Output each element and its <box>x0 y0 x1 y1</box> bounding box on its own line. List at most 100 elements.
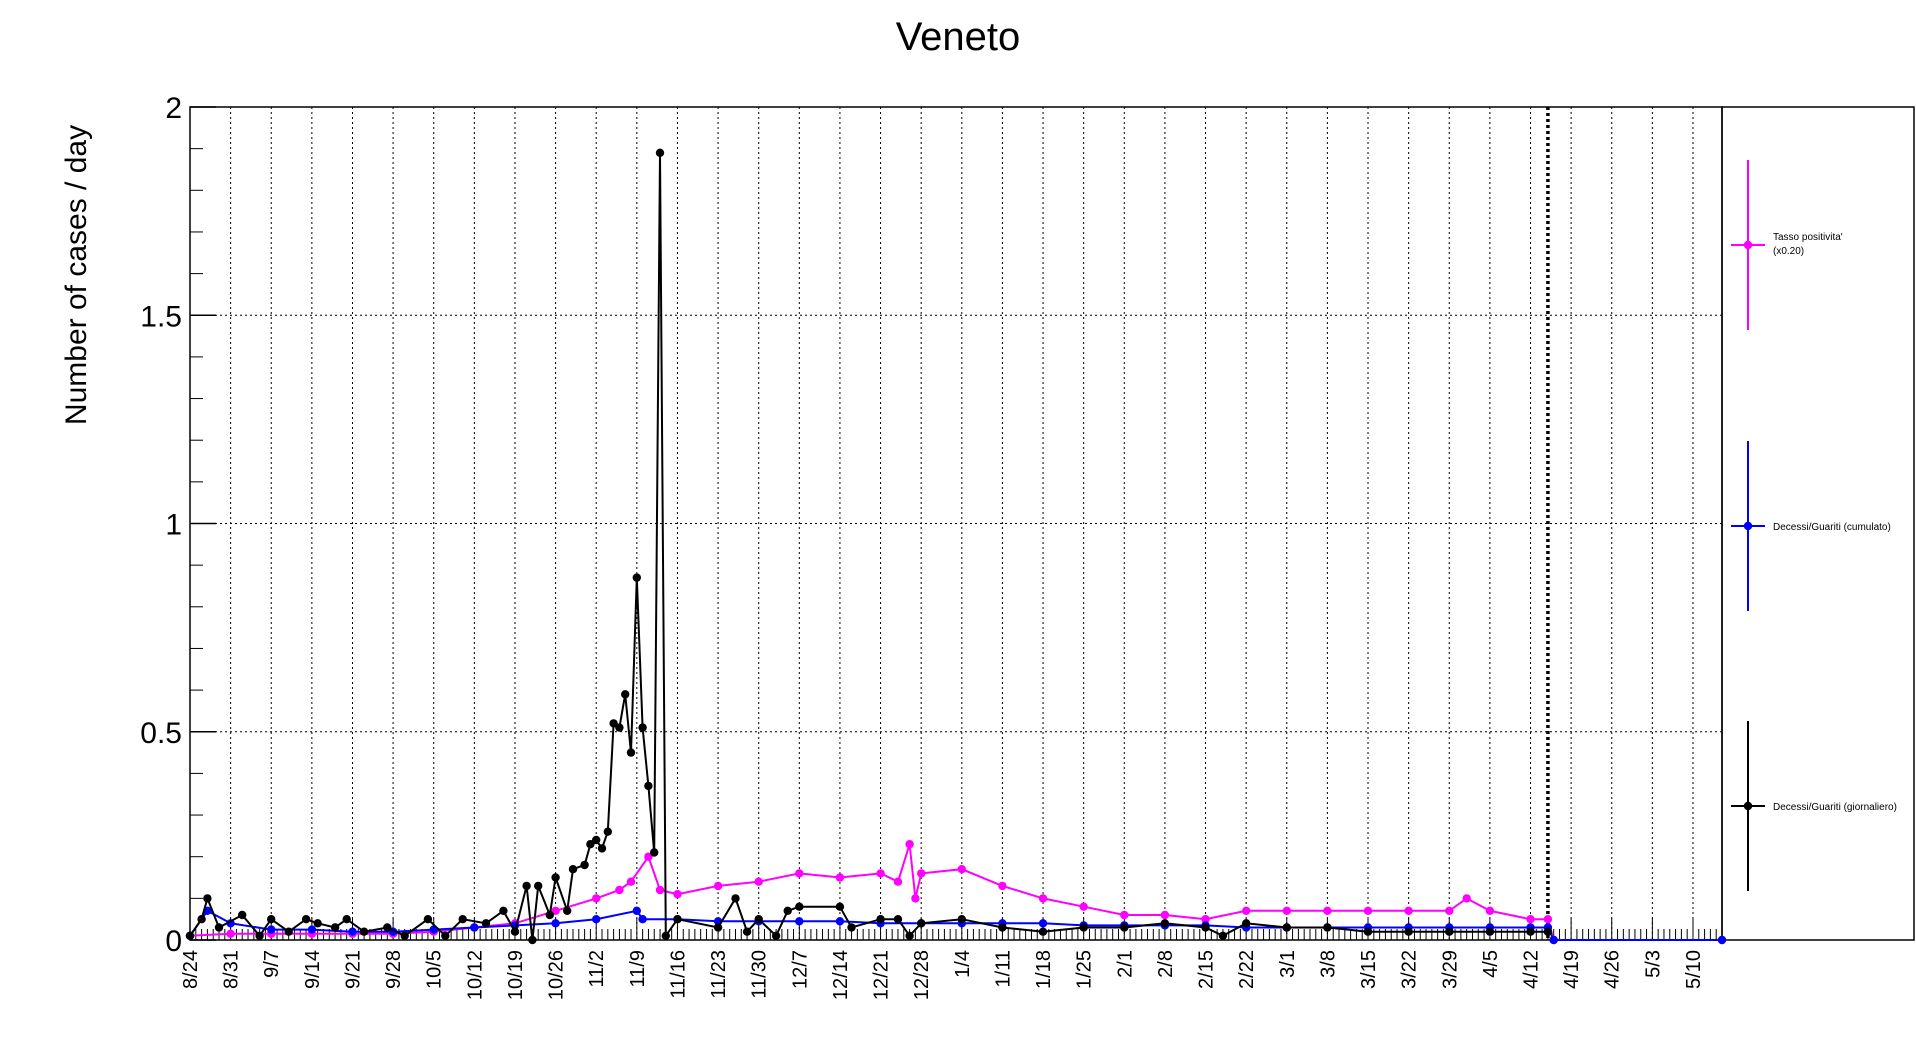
x-tick-label: 3/15 <box>1358 950 1380 989</box>
x-tick-label: 5/10 <box>1683 950 1705 989</box>
x-tick-label: 11/9 <box>627 950 649 987</box>
data-point <box>568 865 578 874</box>
x-tick-label: 2/15 <box>1196 950 1218 989</box>
data-point <box>1160 910 1170 920</box>
data-point <box>638 723 647 732</box>
data-point <box>609 719 618 728</box>
data-point <box>1120 910 1129 920</box>
data-point <box>754 915 763 924</box>
data-point <box>603 827 612 836</box>
data-point <box>348 927 357 936</box>
data-point <box>551 906 560 915</box>
data-point <box>615 723 624 732</box>
data-point <box>795 902 804 911</box>
data-point <box>673 915 682 924</box>
data-point <box>267 925 276 934</box>
data-point <box>1282 923 1292 932</box>
data-point <box>998 923 1007 932</box>
x-tick-label: 2/8 <box>1155 950 1177 978</box>
data-point <box>795 869 804 878</box>
data-point <box>905 840 914 849</box>
data-point <box>586 840 595 849</box>
x-tick-label: 2/1 <box>1114 950 1136 978</box>
data-point <box>284 927 293 936</box>
data-point <box>441 931 450 940</box>
data-point <box>1323 923 1332 932</box>
data-point <box>313 919 322 928</box>
data-point <box>1038 927 1048 936</box>
data-point <box>580 860 589 870</box>
data-point <box>835 917 845 926</box>
x-tick-label: 3/22 <box>1399 950 1421 989</box>
x-tick-label: 10/12 <box>464 950 486 1000</box>
x-tick-label: 12/14 <box>830 950 852 1000</box>
data-point <box>957 865 966 874</box>
x-tick-label: 9/21 <box>342 950 364 989</box>
data-point <box>1323 906 1332 915</box>
series-layer <box>185 148 1727 945</box>
data-point <box>644 781 653 791</box>
data-point <box>998 881 1007 891</box>
data-point <box>499 906 508 915</box>
y-tick-label: 1.5 <box>140 300 182 333</box>
legend-marker <box>1743 801 1753 811</box>
data-point <box>713 923 723 932</box>
data-point <box>1485 906 1495 915</box>
data-point <box>1201 923 1210 932</box>
data-point <box>783 906 792 915</box>
x-tick-label: 1/4 <box>952 950 974 978</box>
data-point <box>551 873 560 882</box>
data-point <box>835 902 845 911</box>
data-point <box>359 927 369 936</box>
data-point <box>1160 919 1170 928</box>
data-point <box>238 910 247 920</box>
data-point <box>534 881 543 891</box>
data-point <box>1120 923 1129 932</box>
x-tick-label: 9/14 <box>302 950 324 989</box>
data-point <box>893 877 903 886</box>
data-point <box>876 915 885 924</box>
data-point <box>592 915 601 924</box>
data-point <box>1282 906 1292 915</box>
data-point <box>383 923 392 932</box>
data-point <box>731 894 740 903</box>
data-point <box>1526 927 1535 936</box>
data-point <box>400 931 409 940</box>
data-point <box>771 931 781 940</box>
data-point <box>255 931 264 940</box>
data-point <box>1445 906 1454 915</box>
legend-label: Decessi/Guariti (giornaliero) <box>1773 802 1897 813</box>
series-3 <box>185 148 1553 945</box>
data-point <box>1404 927 1413 936</box>
data-point <box>1543 927 1553 936</box>
data-point <box>893 915 903 924</box>
legend-entry-1: Tasso positivita' (x0.20) <box>1731 160 1843 330</box>
data-point <box>551 919 560 928</box>
x-tick-label: 8/31 <box>221 950 243 989</box>
y-tick-label: 1 <box>165 509 182 542</box>
data-point <box>655 885 665 895</box>
x-tick-label: 4/12 <box>1521 950 1543 989</box>
data-point <box>185 931 195 940</box>
y-tick-label: 2 <box>165 92 182 125</box>
data-point <box>470 923 479 932</box>
x-tick-label: 1/18 <box>1033 950 1055 989</box>
legend-marker <box>1743 240 1753 250</box>
y-tick-label: 0 <box>165 925 182 958</box>
data-point <box>203 894 212 903</box>
y-axis-label: Number of cases / day <box>60 125 93 425</box>
data-point <box>1462 894 1471 903</box>
data-point <box>632 573 641 582</box>
data-point <box>1079 923 1088 932</box>
data-point <box>1079 902 1088 911</box>
x-tick-label: 4/26 <box>1602 950 1624 989</box>
data-point <box>1363 927 1373 936</box>
legend-label: (x0.20) <box>1773 246 1804 257</box>
x-tick-label: 11/23 <box>708 950 730 999</box>
data-point <box>197 915 206 924</box>
x-tick-label: 10/19 <box>505 950 527 1000</box>
data-point <box>905 931 914 940</box>
data-point <box>342 915 351 924</box>
data-point <box>458 915 467 924</box>
